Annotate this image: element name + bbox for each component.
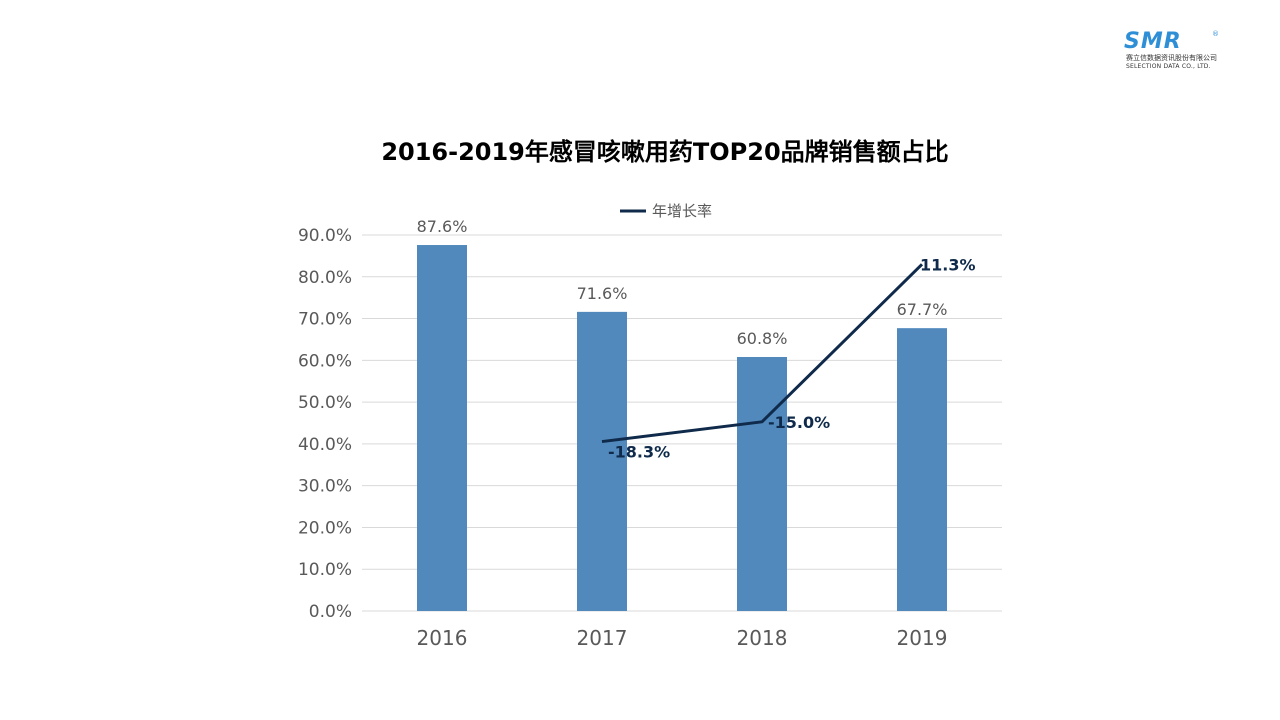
y-tick-label: 50.0% xyxy=(298,393,352,413)
bar-value-label: 60.8% xyxy=(737,329,788,348)
x-tick-label: 2019 xyxy=(897,626,948,650)
y-tick-label: 10.0% xyxy=(298,560,352,580)
y-tick-label: 60.0% xyxy=(298,351,352,371)
bar xyxy=(737,356,787,611)
growth-rate-series-line xyxy=(601,263,924,444)
growth-rate-labels: -18.3% -15.0% 11.3% xyxy=(608,255,976,461)
chart-title: 2016-2019年感冒咳嗽用药TOP20品牌销售额占比 xyxy=(381,138,948,166)
logo-company-name-en: SELECTION DATA CO., LTD. xyxy=(1126,63,1211,70)
bar-value-label: 71.6% xyxy=(577,284,628,303)
bar-value-label: 67.7% xyxy=(897,300,948,319)
growth-rate-line xyxy=(601,263,924,444)
y-tick-label: 70.0% xyxy=(298,310,352,330)
y-tick-label: 0.0% xyxy=(309,602,352,622)
logo-registered-mark: ® xyxy=(1212,30,1219,38)
y-tick-label: 90.0% xyxy=(298,226,352,246)
bar xyxy=(897,328,947,611)
bar xyxy=(417,245,467,611)
y-tick-label: 80.0% xyxy=(298,268,352,288)
grid-lines xyxy=(362,234,1002,612)
x-tick-label: 2016 xyxy=(417,626,468,650)
bar-value-label: 87.6% xyxy=(417,217,468,236)
growth-rate-label: 11.3% xyxy=(920,255,976,274)
bar-value-labels: 87.6% 71.6% 60.8% 67.7% xyxy=(417,217,948,348)
logo-company-name-cn: 赛立信数据资讯股份有限公司 xyxy=(1126,54,1217,62)
growth-rate-label: -18.3% xyxy=(608,443,670,462)
bars xyxy=(417,245,947,611)
y-tick-label: 40.0% xyxy=(298,435,352,455)
logo-mark: SMR xyxy=(1124,29,1182,54)
y-tick-label: 30.0% xyxy=(298,477,352,497)
x-tick-label: 2018 xyxy=(737,626,788,650)
legend: 年增长率 xyxy=(620,202,712,220)
company-logo: SMR ® 赛立信数据资讯股份有限公司 SELECTION DATA CO., … xyxy=(1124,30,1236,74)
x-tick-label: 2017 xyxy=(577,626,628,650)
y-axis-ticks: 0.0% 10.0% 20.0% 30.0% 40.0% 50.0% 60.0% 70.0% 8… xyxy=(298,226,352,622)
growth-rate-label: -15.0% xyxy=(768,413,830,432)
legend-label: 年增长率 xyxy=(652,202,712,220)
bar xyxy=(577,311,627,611)
x-axis-ticks: 2016 2017 2018 2019 xyxy=(417,626,948,650)
y-tick-label: 20.0% xyxy=(298,518,352,538)
